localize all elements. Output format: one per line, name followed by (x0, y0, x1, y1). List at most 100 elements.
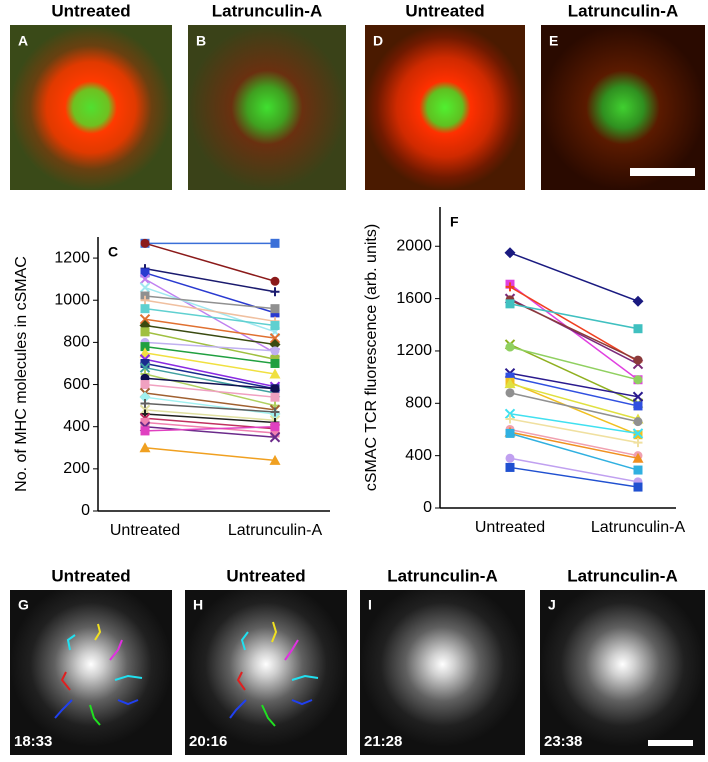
series-line (144, 295, 276, 310)
series-line (509, 457, 639, 483)
series-line (509, 376, 639, 407)
marker (139, 347, 151, 358)
marker (505, 414, 515, 424)
series-line (144, 366, 276, 394)
y-tick-label: 1600 (396, 290, 432, 307)
series-line (144, 358, 276, 388)
micrograph (541, 25, 705, 190)
series-line (144, 447, 276, 462)
series-line (509, 381, 639, 436)
marker (505, 453, 515, 463)
micrograph (185, 590, 347, 755)
series-line (144, 267, 276, 293)
marker (633, 438, 643, 448)
panel-letter: B (196, 33, 206, 49)
marker (505, 282, 515, 292)
series-line (144, 425, 276, 438)
series-line (509, 431, 639, 460)
marker (269, 332, 281, 344)
panel-title: Latrunculin-A (387, 566, 498, 585)
series-line (144, 341, 276, 352)
y-tick-label: 0 (81, 502, 90, 519)
series-line (144, 413, 276, 424)
panel-title: Latrunculin-A (568, 1, 679, 20)
marker (140, 342, 150, 352)
timestamp: 20:16 (189, 733, 227, 750)
series-line (144, 324, 276, 346)
series-line (509, 343, 639, 404)
marker (505, 372, 515, 382)
marker (633, 324, 643, 334)
micrograph (10, 25, 172, 190)
panel-title: Untreated (226, 566, 305, 585)
marker (269, 454, 281, 465)
panel-letter: D (373, 33, 383, 49)
chart: 0 200 400 600 800 1000 1200 Untreated Latrunculi… (13, 237, 330, 539)
series-line (144, 392, 276, 411)
marker (139, 313, 151, 325)
panel-letter: I (368, 597, 372, 613)
series-line (509, 418, 639, 444)
y-tick-label: 400 (405, 447, 432, 464)
y-tick-label: 1000 (54, 291, 90, 308)
y-tick-label: 1200 (54, 249, 90, 266)
marker (505, 462, 515, 472)
marker (139, 391, 151, 403)
series-line (509, 413, 639, 435)
series-line (144, 425, 276, 432)
panel-title: Latrunculin-A (212, 1, 323, 20)
tracks (54, 621, 319, 727)
marker (504, 408, 516, 419)
marker (140, 380, 150, 390)
series-line (509, 252, 639, 302)
series-line (144, 307, 276, 327)
panel-letter: J (548, 597, 556, 613)
marker (633, 355, 643, 365)
y-tick-label: 200 (63, 460, 90, 477)
y-tick-label: 1200 (396, 342, 432, 359)
series-line (144, 286, 276, 333)
marker (140, 417, 150, 427)
marker (269, 368, 281, 379)
y-axis-label: cSMAC TCR fluorescence (arb. units) (363, 224, 380, 491)
panel-letter: C (108, 244, 118, 260)
chart: 0 400 800 1200 1600 2000 Untreated Latrunculin-… (363, 207, 685, 536)
marker (270, 346, 280, 356)
marker (505, 299, 515, 309)
marker (140, 426, 150, 436)
y-tick-label: 800 (405, 395, 432, 412)
marker (270, 304, 280, 314)
micrograph (365, 25, 525, 190)
marker (139, 282, 151, 293)
series-line (509, 392, 639, 423)
marker (505, 388, 515, 398)
series-line (509, 303, 639, 330)
marker (269, 432, 281, 443)
x-tick-label: Untreated (110, 522, 180, 539)
marker (140, 304, 150, 314)
y-tick-label: 400 (63, 418, 90, 435)
series-line (144, 409, 276, 422)
y-tick-label: 2000 (396, 237, 432, 254)
image-row-bottom (10, 590, 705, 755)
timestamp: 21:28 (364, 733, 402, 750)
marker (632, 428, 644, 439)
series-line (509, 372, 639, 398)
series-line (144, 377, 276, 390)
series-line (509, 466, 639, 488)
x-tick-label: Latrunculin-A (228, 522, 323, 539)
series-line (144, 421, 276, 434)
scale-bar (630, 168, 695, 176)
marker (633, 375, 643, 385)
panel-letter: G (18, 597, 29, 613)
marker (633, 465, 643, 475)
series-line (144, 318, 276, 339)
series-line (509, 382, 639, 420)
panel-title: Untreated (405, 1, 484, 20)
marker (140, 238, 150, 248)
micrograph (540, 590, 705, 755)
micrograph (10, 590, 172, 755)
marker (270, 384, 280, 394)
timestamp: 18:33 (14, 733, 52, 750)
marker (632, 452, 644, 463)
